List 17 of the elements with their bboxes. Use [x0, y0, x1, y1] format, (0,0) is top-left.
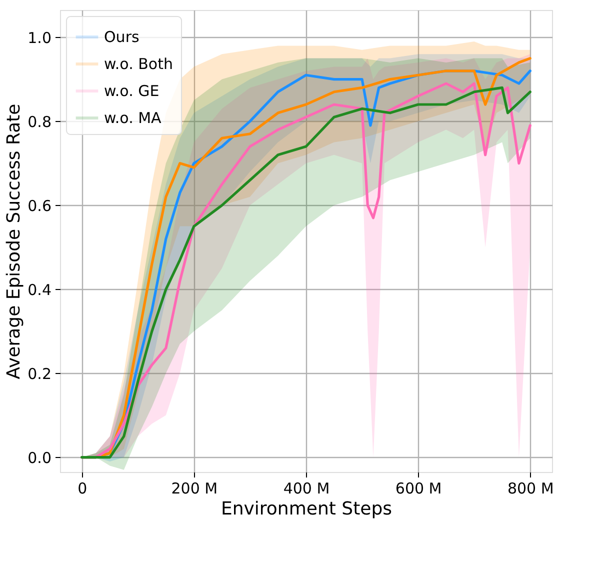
x-tick-label: 200 M — [171, 480, 218, 498]
y-tick-label: 0.0 — [28, 448, 52, 467]
x-tick-label: 800 M — [507, 480, 554, 498]
x-tick-label: 400 M — [283, 480, 330, 498]
x-tick-label: 600 M — [395, 480, 442, 498]
x-axis-title: Environment Steps — [220, 498, 392, 520]
y-tick-label: 0.8 — [28, 112, 52, 131]
y-tick-label: 0.4 — [28, 280, 52, 299]
y-axis-title: Average Episode Success Rate — [4, 104, 25, 380]
legend-label: w.o. MA — [104, 109, 162, 127]
legend-label: w.o. GE — [104, 82, 160, 100]
legend-label: Ours — [104, 28, 140, 46]
y-tick-label: 0.6 — [28, 196, 52, 215]
y-tick-label: 1.0 — [28, 28, 52, 47]
legend-label: w.o. Both — [104, 55, 173, 73]
x-tick-label: 0 — [78, 480, 88, 498]
y-tick-label: 0.2 — [28, 364, 52, 383]
